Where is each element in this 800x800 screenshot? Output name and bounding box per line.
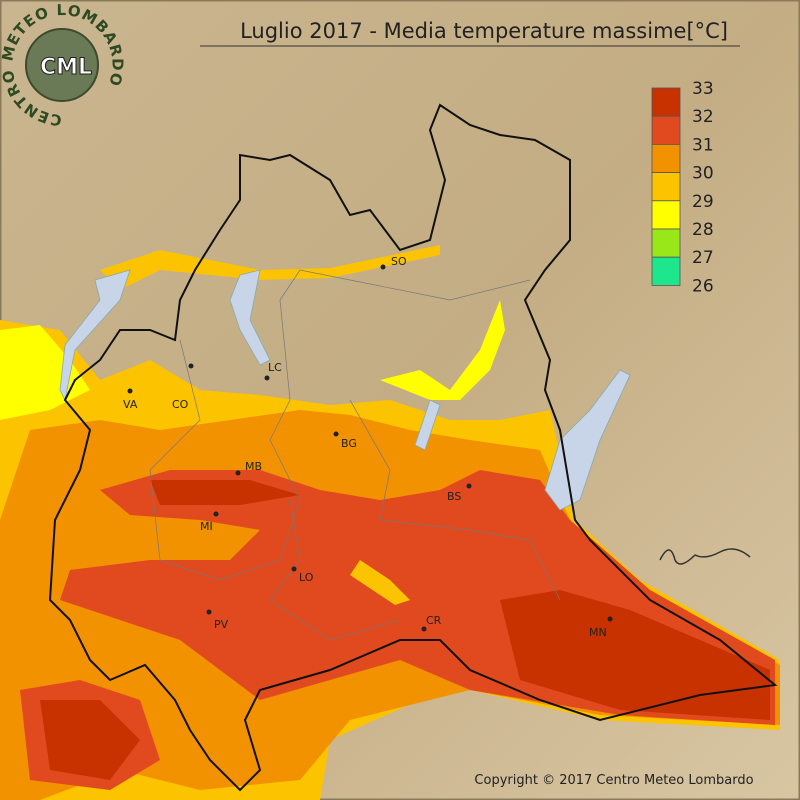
- copyright: Copyright © 2017 Centro Meteo Lombardo: [474, 773, 753, 788]
- legend-label: 27: [692, 248, 714, 268]
- cities: SO LC VA CO BG MB BS MI LO PV CR MN: [123, 255, 613, 639]
- legend-label: 32: [692, 107, 714, 127]
- legend-label: 30: [692, 164, 714, 184]
- region-border: [48, 103, 778, 792]
- legend-label: 29: [692, 192, 714, 212]
- signature: [659, 548, 751, 565]
- city-dot: [607, 616, 613, 622]
- legend-swatch: [651, 115, 681, 145]
- city-label: LC: [268, 361, 282, 374]
- city-dot: [421, 626, 427, 632]
- temperature-field: [0, 245, 780, 800]
- city-dot: [127, 388, 133, 394]
- legend-swatch: [651, 172, 681, 202]
- legend-label: 33: [692, 79, 714, 99]
- city-label: MI: [200, 520, 213, 533]
- city-label: CR: [426, 614, 442, 627]
- city-label: MB: [245, 460, 262, 473]
- logo-disc: [25, 28, 99, 102]
- legend: 33 32 31 30 29 28 27 26: [651, 79, 714, 296]
- province-borders: [149, 269, 561, 641]
- legend-swatch: [651, 143, 681, 173]
- city-dot: [264, 375, 270, 381]
- city-dot: [235, 470, 241, 476]
- city-dot: [206, 609, 212, 615]
- legend-swatch: [651, 200, 681, 230]
- city-label: LO: [299, 571, 314, 584]
- city-label: BS: [447, 490, 461, 503]
- city-label: BG: [341, 437, 357, 450]
- legend-label: 26: [692, 276, 714, 296]
- legend-label: 31: [692, 135, 714, 155]
- title: Luglio 2017 - Media temperature massime[…: [240, 19, 728, 43]
- legend-label: 28: [692, 220, 714, 240]
- city-dot: [291, 566, 297, 572]
- lakes: [59, 269, 631, 511]
- city-label: SO: [391, 255, 407, 268]
- city-label: PV: [214, 618, 229, 631]
- city-dot: [213, 511, 219, 517]
- legend-swatch: [651, 228, 681, 258]
- city-label: CO: [172, 398, 189, 411]
- legend-swatch: [651, 87, 681, 117]
- city-dot: [466, 483, 472, 489]
- city-dot: [380, 264, 386, 270]
- legend-swatch: [651, 256, 681, 286]
- city-dot: [188, 363, 194, 369]
- city-label: VA: [123, 398, 138, 411]
- city-label: MN: [589, 626, 607, 639]
- city-dot: [333, 431, 339, 437]
- logo-initials: CML: [40, 55, 92, 80]
